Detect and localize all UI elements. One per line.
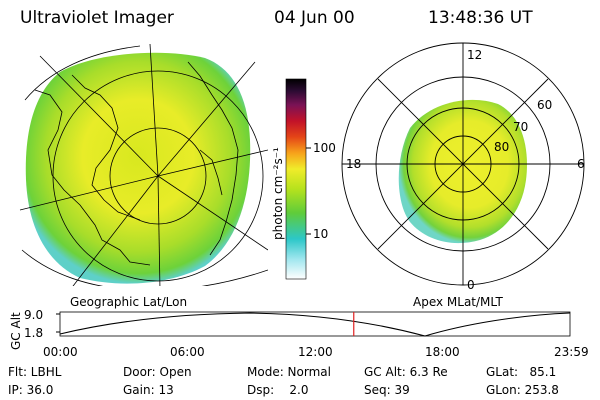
- mlat-label-80: 80: [494, 140, 510, 154]
- colorbar: [285, 78, 311, 280]
- timeline-xtick-0600: 06:00: [170, 345, 205, 359]
- colorbar-tick-10: 10: [313, 227, 329, 241]
- geographic-image-panel: [19, 44, 268, 286]
- mlt-label-18: 18: [346, 157, 362, 171]
- timeline-ytick-low: 1.8: [24, 326, 44, 340]
- colorbar-tick-100: 100: [313, 141, 336, 155]
- geographic-grid: [19, 44, 268, 286]
- apex-polar-panel: [341, 42, 585, 286]
- mlt-label-6: 6: [577, 157, 585, 171]
- mlt-label-12: 12: [467, 48, 483, 62]
- timeline-xtick-0000: 00:00: [43, 345, 78, 359]
- instrument-title: Ultraviolet Imager: [20, 8, 174, 28]
- mlt-label-0: 0: [467, 278, 475, 292]
- observation-time: 13:48:36 UT: [428, 8, 533, 28]
- left-panel-caption: Geographic Lat/Lon: [70, 295, 188, 309]
- coastline: [34, 61, 239, 266]
- sequence-info: Seq: 39: [364, 383, 410, 397]
- timeline-xtick-2359: 23:59: [554, 345, 589, 359]
- mode-info: Mode: Normal: [247, 365, 331, 379]
- glat-info: GLat: 85.1: [486, 365, 557, 379]
- auroral-emission-left: [25, 52, 251, 284]
- dsp-info: Dsp: 2.0: [247, 383, 309, 397]
- gc-alt-info: GC Alt: 6.3 Re: [364, 365, 448, 379]
- mlat-label-60: 60: [537, 98, 553, 112]
- mlat-label-70: 70: [513, 120, 529, 134]
- polar-grid: [341, 42, 585, 286]
- timeline-xtick-1200: 12:00: [298, 345, 333, 359]
- timeline-xtick-1800: 18:00: [425, 345, 460, 359]
- filter-info: Flt: LBHL: [8, 365, 62, 379]
- timeline-ylabel: GC Alt: [9, 312, 23, 350]
- right-panel-caption: Apex MLat/MLT: [413, 295, 503, 309]
- timeline-ytick-high: 9.0: [24, 308, 44, 322]
- observation-date: 04 Jun 00: [274, 8, 355, 28]
- altitude-curve: [59, 312, 571, 337]
- colorbar-unit-label: photon cm⁻²s⁻¹: [271, 147, 285, 240]
- door-info: Door: Open: [123, 365, 192, 379]
- altitude-timeline: [56, 311, 571, 337]
- gain-info: Gain: 13: [123, 383, 174, 397]
- glon-info: GLon: 253.8: [486, 383, 559, 397]
- ip-info: IP: 36.0: [8, 383, 54, 397]
